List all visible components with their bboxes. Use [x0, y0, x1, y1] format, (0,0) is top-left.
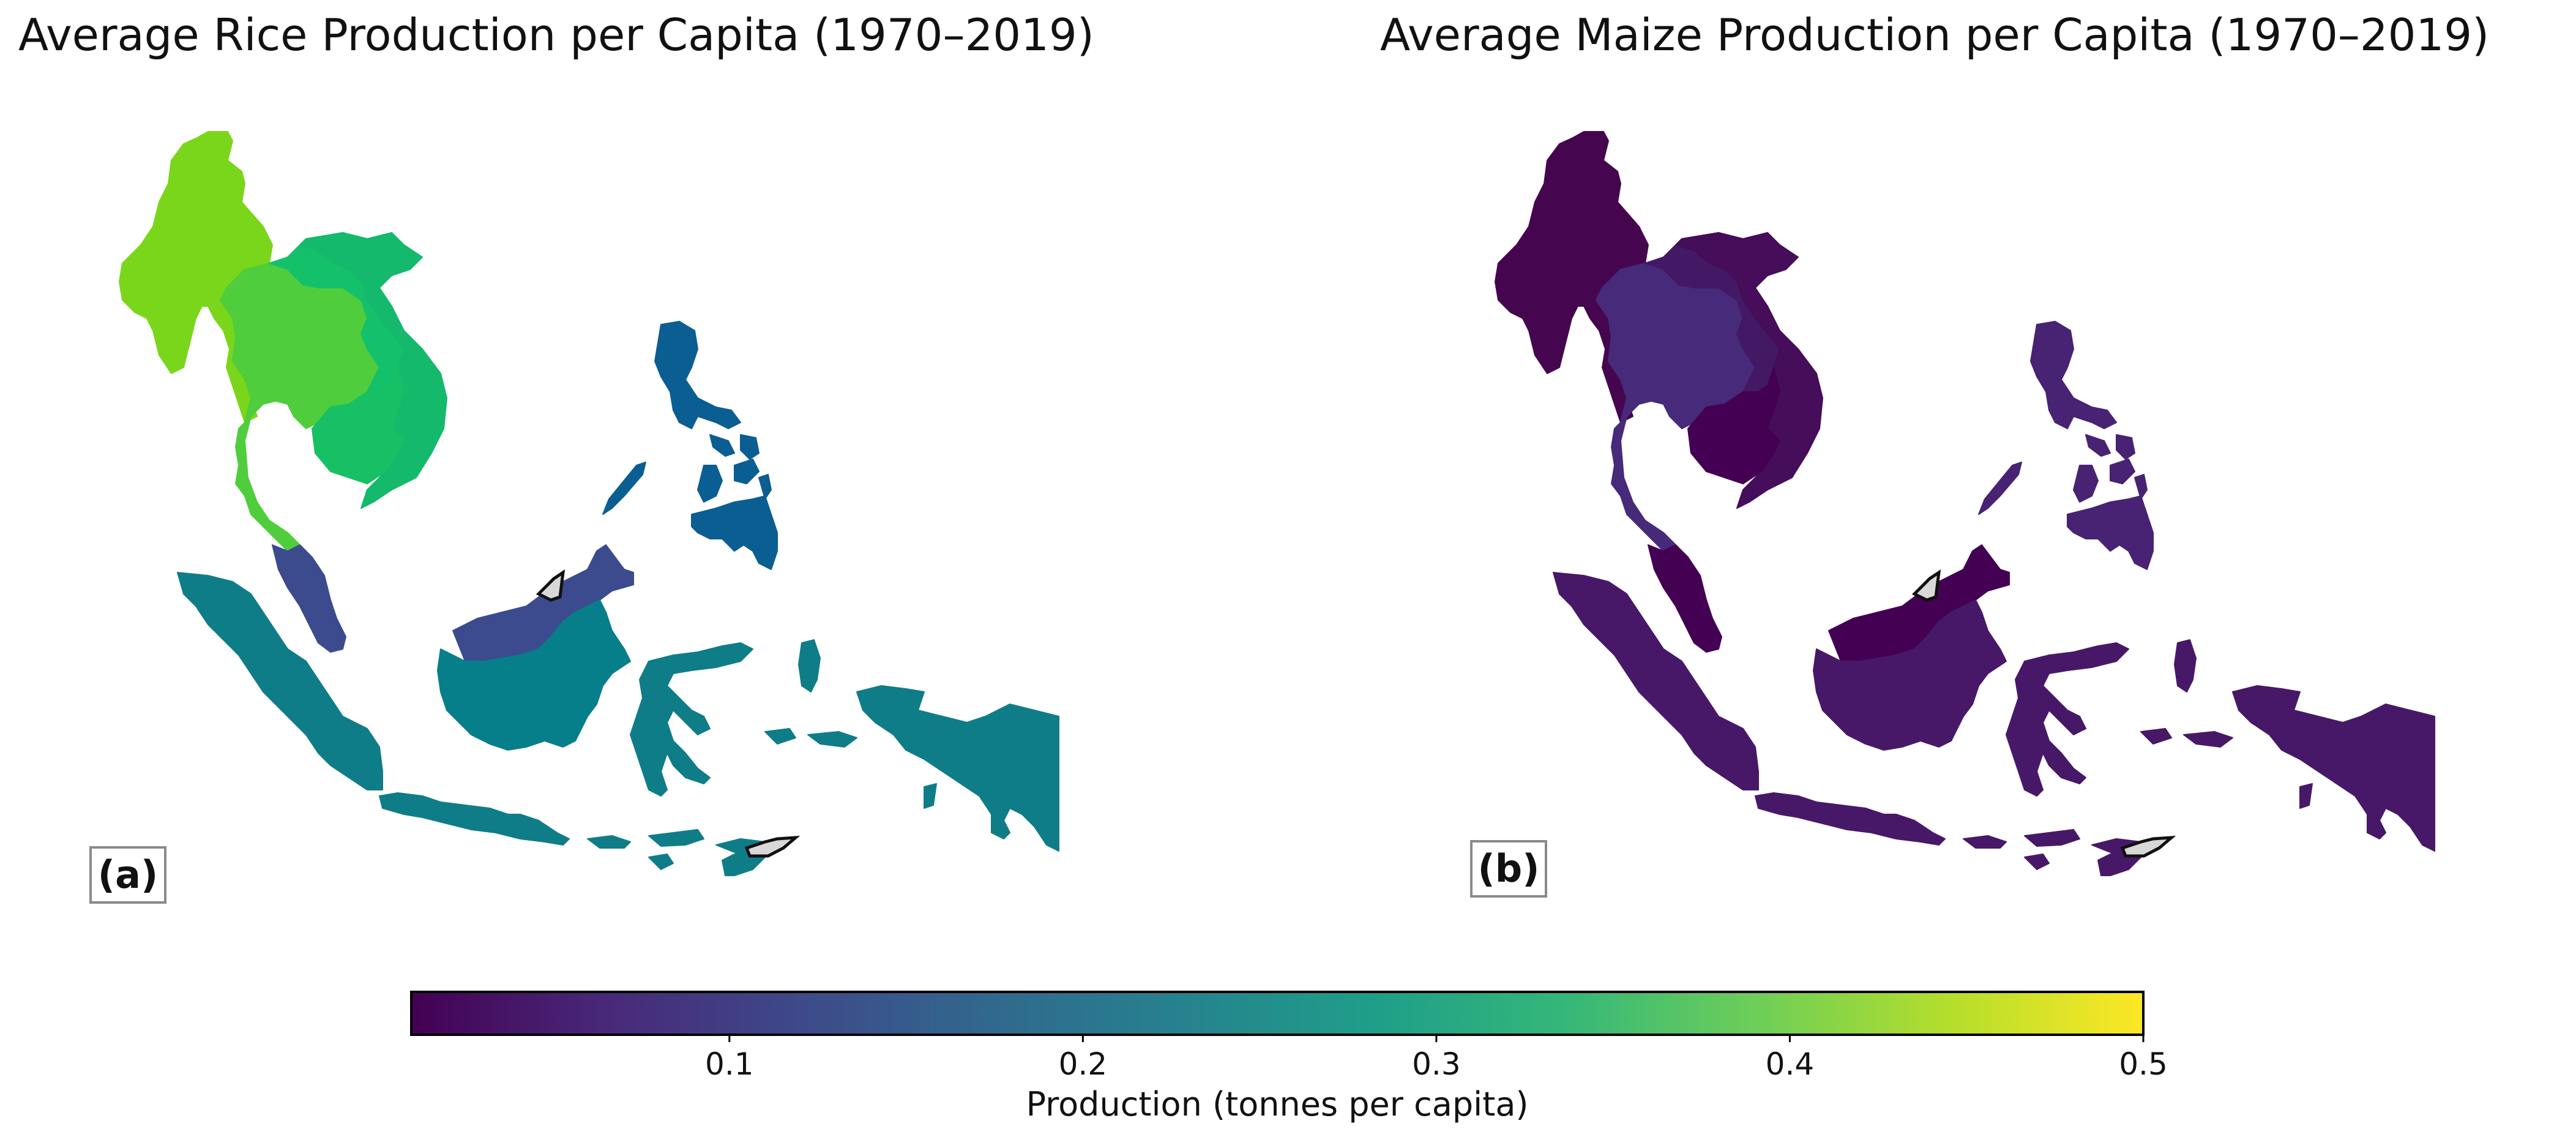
maize-cambodia-region [1687, 367, 1780, 484]
panel-rice: Average Rice Production per Capita (1970… [18, 9, 1094, 904]
rice-borneo-kalimantan-region [437, 599, 631, 751]
rice-peninsular-malaysia-region [272, 544, 346, 653]
rice-philippines-region [602, 321, 778, 570]
rice-vietnam-region [299, 232, 447, 509]
maize-papua-region [2232, 685, 2435, 852]
colorbar: 0.1 0.2 0.3 0.4 0.5 Production (tonnes per c… [410, 991, 2168, 1124]
colorbar-tick-label: 0.1 [705, 1046, 754, 1082]
panel-rice-tag-box [89, 846, 166, 904]
colorbar-label: Production (tonnes per capita) [1026, 1085, 1529, 1124]
rice-papua-region [856, 685, 1059, 852]
rice-moluccas-region [764, 639, 937, 809]
panel-maize: Average Maize Production per Capita (197… [1380, 9, 2489, 898]
colorbar-tick-label: 0.3 [1412, 1046, 1461, 1082]
colorbar-ticks: 0.1 0.2 0.3 0.4 0.5 [705, 1035, 2168, 1082]
rice-cambodia-region [312, 367, 405, 484]
panel-maize-tag-box [1470, 840, 1547, 898]
maize-sumatra-region [1553, 572, 1759, 790]
panel-maize-title: Average Maize Production per Capita (197… [1380, 9, 2489, 61]
maize-vietnam-region [1675, 232, 1823, 509]
colorbar-tick-label: 0.4 [1766, 1046, 1815, 1082]
map-maize [1495, 131, 2435, 876]
rice-na-timor-region [744, 836, 801, 858]
maize-na-brunei-region [1911, 569, 1941, 602]
maize-sulawesi-region [2006, 642, 2129, 797]
maize-myanmar-region [1495, 131, 1649, 423]
rice-sulawesi-region [630, 642, 753, 797]
map-rice [119, 131, 1059, 876]
maize-na-timor-region [2120, 836, 2176, 858]
maize-java-region [1755, 792, 2080, 849]
rice-na-brunei-region [536, 569, 566, 602]
rice-java-region [379, 792, 704, 849]
rice-myanmar-region [119, 131, 273, 423]
maize-borneo-kalimantan-region [1813, 599, 2007, 751]
maize-philippines-region [1978, 321, 2154, 570]
colorbar-tick-label: 0.2 [1059, 1046, 1108, 1082]
rice-sumatra-region [177, 572, 383, 790]
panel-rice-title: Average Rice Production per Capita (1970… [18, 9, 1094, 61]
colorbar-tick-label: 0.5 [2119, 1046, 2168, 1082]
panel-rice-tag: (a) [98, 852, 159, 897]
maize-peninsular-malaysia-region [1648, 544, 1722, 653]
colorbar-gradient-bar [410, 991, 2145, 1036]
maize-moluccas-region [2140, 639, 2313, 809]
panel-maize-tag: (b) [1477, 846, 1539, 891]
